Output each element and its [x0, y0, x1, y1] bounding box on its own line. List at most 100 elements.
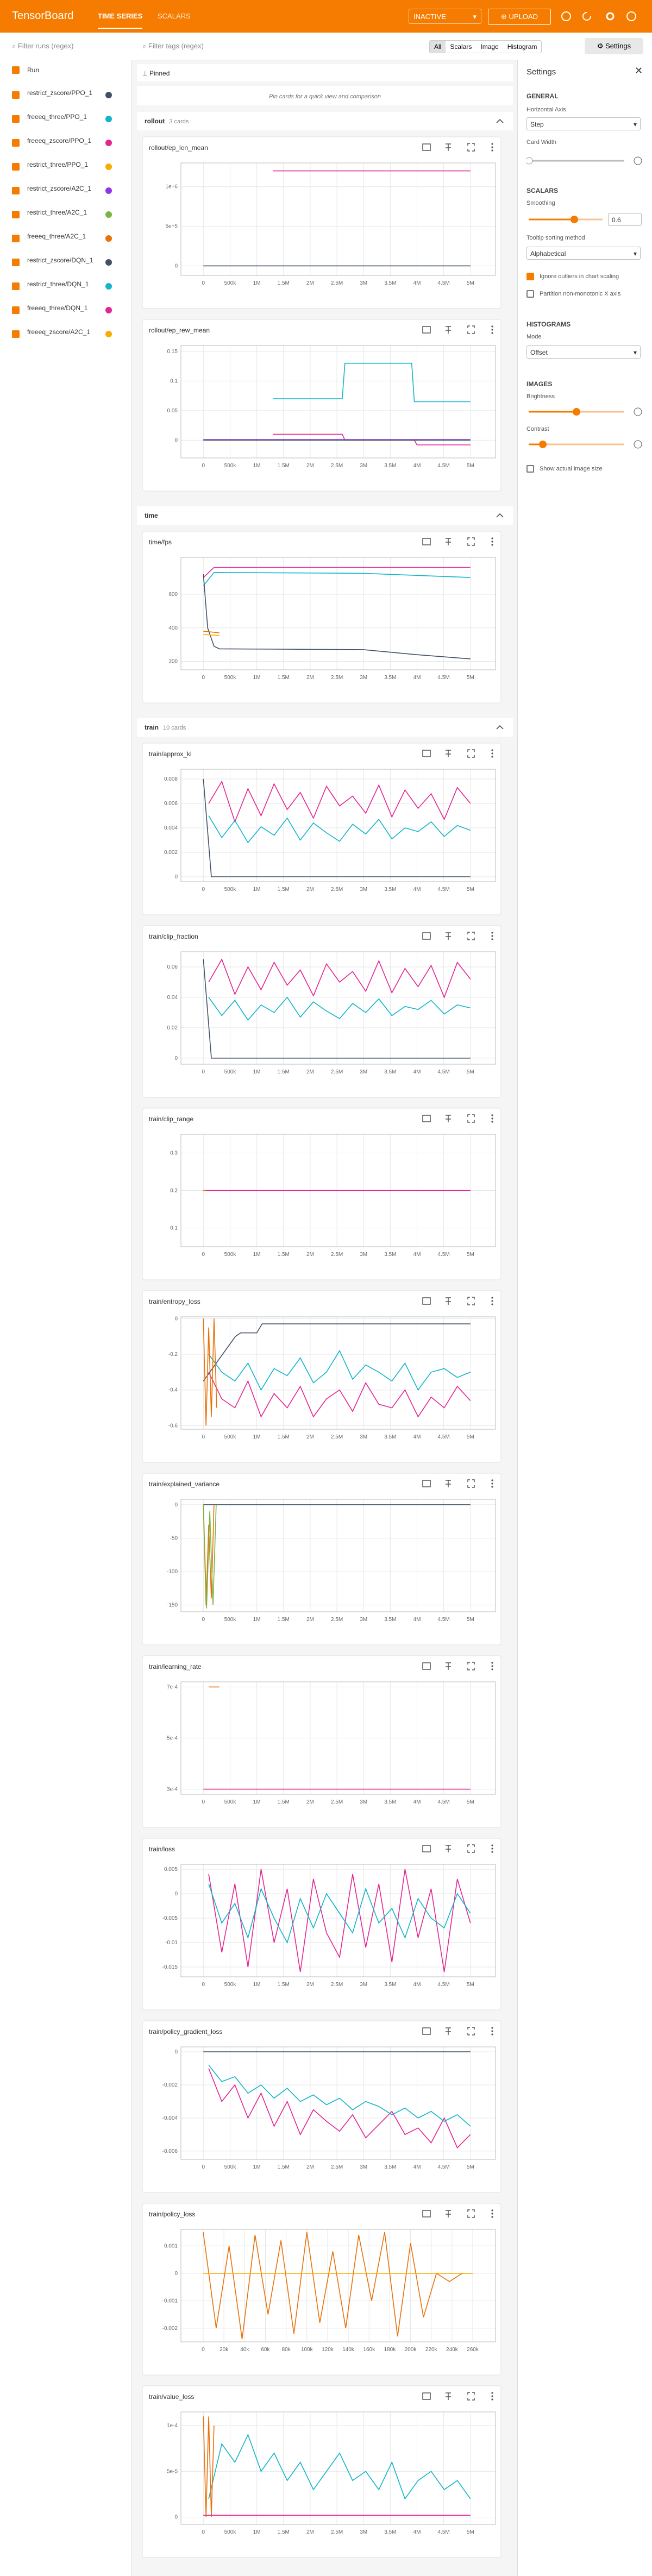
run-color[interactable] [105, 331, 112, 337]
pin-icon[interactable] [446, 2392, 451, 2400]
smoothing-slider[interactable] [526, 214, 608, 227]
select[interactable]: Offset ▾ [526, 345, 641, 359]
fullscreen-icon[interactable] [467, 2027, 475, 2035]
type-option[interactable]: All [430, 41, 446, 53]
run-checkbox[interactable] [12, 282, 20, 290]
run-color[interactable] [105, 187, 112, 194]
menu-icon[interactable] [491, 1114, 493, 1123]
select-icon[interactable] [422, 2027, 431, 2035]
status-select[interactable]: INACTIVE ▾ [409, 9, 481, 24]
menu-icon[interactable] [491, 143, 493, 152]
run-color[interactable] [105, 92, 112, 98]
run-color[interactable] [105, 307, 112, 313]
settings-button[interactable]: ⚙ Settings [585, 38, 643, 54]
pin-icon[interactable] [446, 1297, 451, 1305]
pin-icon[interactable] [446, 1115, 451, 1122]
pin-icon[interactable] [446, 1662, 451, 1670]
collapse-icon[interactable] [496, 513, 504, 518]
menu-icon[interactable] [491, 537, 493, 546]
run-checkbox[interactable] [12, 115, 20, 123]
run-filter[interactable]: ⌕ Filter runs (regex) [12, 42, 74, 50]
fullscreen-icon[interactable] [467, 1662, 475, 1670]
menu-icon[interactable] [491, 1844, 493, 1853]
checkbox-checked[interactable] [526, 273, 534, 280]
run-color[interactable] [105, 235, 112, 242]
menu-icon[interactable] [491, 1297, 493, 1305]
reload-icon[interactable] [582, 12, 591, 21]
close-button[interactable]: ✕ [635, 65, 643, 76]
run-color[interactable] [105, 140, 112, 146]
pin-icon[interactable] [446, 326, 451, 334]
run-checkbox[interactable] [12, 139, 20, 147]
menu-icon[interactable] [491, 2027, 493, 2035]
run-checkbox[interactable] [12, 163, 20, 171]
menu-icon[interactable] [491, 325, 493, 334]
select-icon[interactable] [422, 1480, 431, 1487]
run-color[interactable] [105, 164, 112, 170]
tab[interactable]: SCALARS [158, 12, 191, 20]
select-icon[interactable] [422, 2392, 431, 2400]
select-all[interactable] [12, 66, 20, 74]
run-checkbox[interactable] [12, 306, 20, 314]
select-icon[interactable] [422, 326, 431, 334]
run-checkbox[interactable] [12, 330, 20, 338]
run-checkbox[interactable] [12, 259, 20, 266]
settings-icon[interactable] [606, 12, 615, 21]
fullscreen-icon[interactable] [467, 932, 475, 940]
menu-icon[interactable] [491, 2209, 493, 2218]
select-icon[interactable] [422, 932, 431, 940]
theme-icon[interactable] [561, 11, 571, 21]
fullscreen-icon[interactable] [467, 1479, 475, 1488]
pin-icon[interactable] [446, 932, 451, 940]
pin-icon[interactable] [446, 2027, 451, 2035]
pin-icon[interactable] [446, 538, 451, 545]
pin-icon[interactable] [446, 143, 451, 151]
type-option[interactable]: Image [480, 43, 499, 51]
menu-icon[interactable] [491, 932, 493, 940]
fullscreen-icon[interactable] [467, 2392, 475, 2401]
select-icon[interactable] [422, 2210, 431, 2217]
fullscreen-icon[interactable] [467, 1297, 475, 1305]
run-color[interactable] [105, 259, 112, 266]
menu-icon[interactable] [491, 2392, 493, 2401]
tag-filter[interactable]: ⌕ Filter tags (regex) [142, 42, 204, 50]
fullscreen-icon[interactable] [467, 1844, 475, 1853]
card-width-slider[interactable] [526, 155, 646, 168]
select[interactable]: Alphabetical ▾ [526, 247, 641, 260]
select-icon[interactable] [422, 1115, 431, 1122]
menu-icon[interactable] [491, 749, 493, 758]
collapse-icon[interactable] [496, 118, 504, 123]
run-checkbox[interactable] [12, 187, 20, 194]
help-icon[interactable] [626, 11, 636, 21]
run-color[interactable] [105, 211, 112, 218]
pin-icon[interactable] [446, 750, 451, 757]
select[interactable]: Step ▾ [526, 117, 641, 130]
checkbox[interactable] [526, 465, 534, 473]
pin-icon[interactable] [446, 2210, 451, 2217]
fullscreen-icon[interactable] [467, 1114, 475, 1123]
select-icon[interactable] [422, 143, 431, 151]
upload-button[interactable]: ⊕ UPLOAD [488, 9, 551, 25]
run-color[interactable] [105, 283, 112, 290]
type-option[interactable]: Scalars [450, 43, 472, 51]
select-icon[interactable] [422, 1297, 431, 1305]
run-checkbox[interactable] [12, 91, 20, 99]
run-color[interactable] [105, 116, 112, 122]
collapse-icon[interactable] [496, 725, 504, 730]
fullscreen-icon[interactable] [467, 2209, 475, 2218]
fullscreen-icon[interactable] [467, 143, 475, 152]
contrast-slider[interactable] [526, 439, 646, 452]
fullscreen-icon[interactable] [467, 325, 475, 334]
select-icon[interactable] [422, 1662, 431, 1670]
pin-icon[interactable] [446, 1480, 451, 1487]
tab[interactable]: TIME SERIES [98, 12, 143, 29]
type-option[interactable]: Histogram [507, 43, 537, 51]
select-icon[interactable] [422, 750, 431, 757]
pin-icon[interactable] [446, 1845, 451, 1852]
fullscreen-icon[interactable] [467, 537, 475, 546]
select-icon[interactable] [422, 1845, 431, 1852]
checkbox[interactable] [526, 290, 534, 298]
smoothing-input[interactable]: 0.6 [608, 213, 642, 226]
menu-icon[interactable] [491, 1662, 493, 1670]
select-icon[interactable] [422, 538, 431, 545]
